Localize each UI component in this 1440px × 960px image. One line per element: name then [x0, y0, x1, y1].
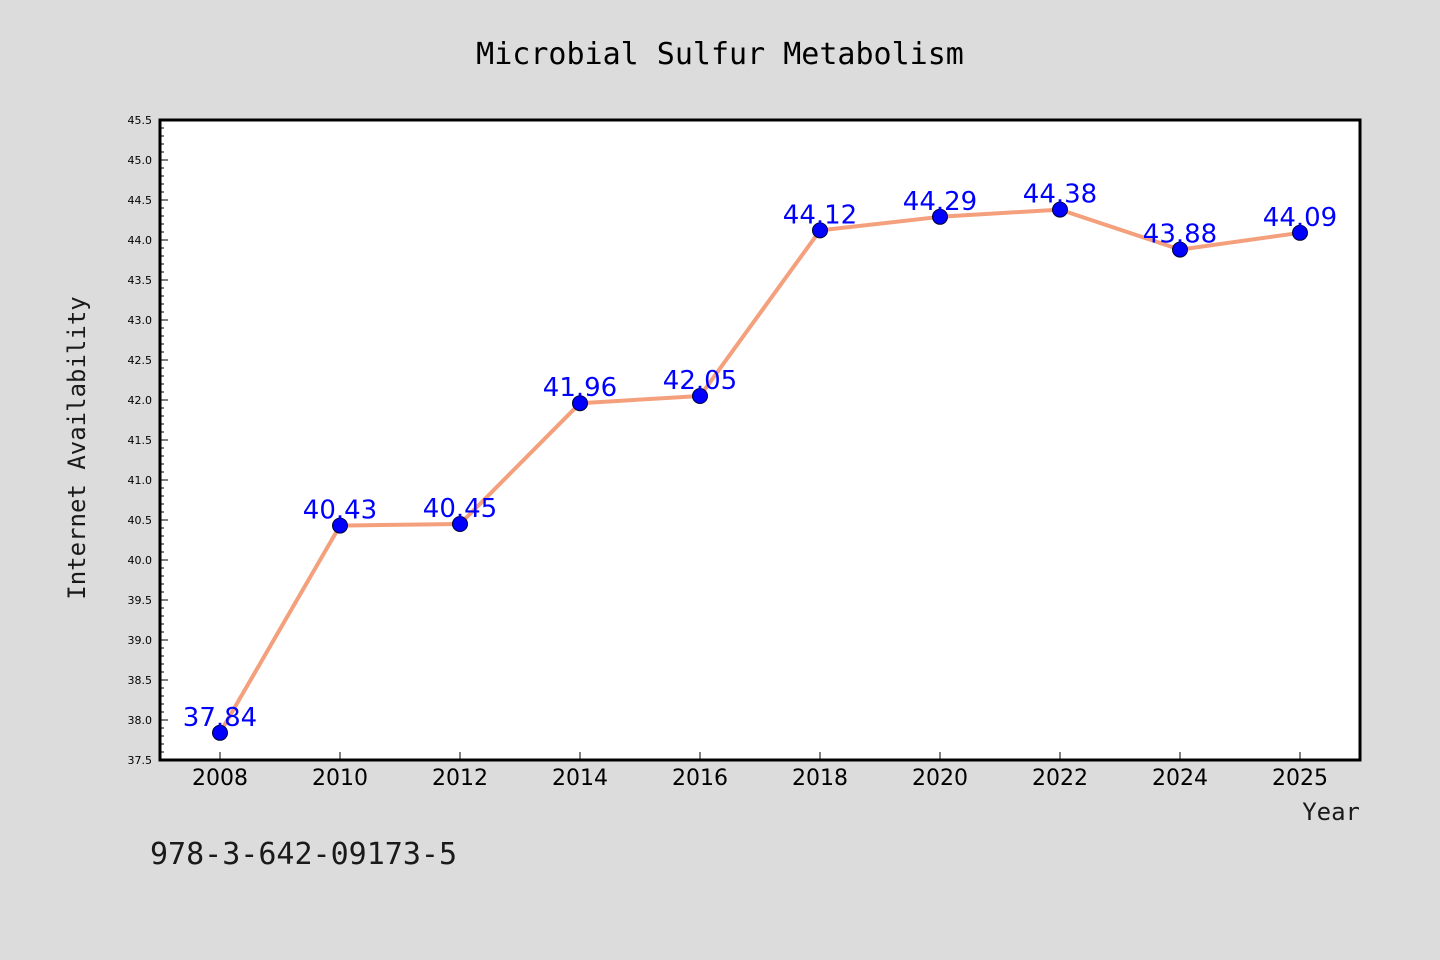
- x-tick-label: 2020: [912, 766, 968, 791]
- data-labels: 37.84 40.43 40.45 41.96 42.05 44.12 44.29 44.38…: [183, 180, 1337, 733]
- y-axis-title: Internet Availability: [63, 296, 91, 599]
- y-tick-label: 42.0: [128, 394, 153, 407]
- y-tick-label: 40.0: [128, 554, 153, 567]
- data-label: 37.84: [183, 703, 257, 733]
- data-point-marker: [1052, 201, 1068, 218]
- x-tick-label: 2018: [792, 766, 848, 791]
- data-label: 44.29: [903, 187, 977, 217]
- y-axis-ticks: 37.5 38.0 38.5 39.0 39.5 40.0 40.5 41.0 41.5 42.0…: [128, 114, 168, 767]
- y-tick-label: 42.5: [128, 354, 153, 367]
- data-label: 40.43: [303, 496, 377, 526]
- data-point-marker: [692, 388, 708, 404]
- x-axis-title: Year: [1302, 798, 1360, 826]
- y-tick-label: 38.5: [128, 674, 153, 687]
- y-tick-label: 43.0: [128, 314, 153, 327]
- data-label: 41.96: [543, 373, 617, 403]
- data-label: 42.05: [663, 366, 737, 396]
- y-tick-label: 37.5: [128, 754, 153, 767]
- x-tick-label: 2025: [1272, 766, 1328, 791]
- x-tick-label: 2022: [1032, 766, 1088, 791]
- data-point-marker: [1292, 224, 1308, 241]
- plot-area: [160, 120, 1360, 760]
- y-tick-label: 38.0: [128, 714, 153, 727]
- x-tick-label: 2010: [312, 766, 368, 791]
- isbn-annotation: 978-3-642-09173-5: [150, 837, 457, 872]
- x-axis-ticks: 2008 2010 2012 2014 2016 2018 2020 2022 2024 2025: [192, 752, 1328, 791]
- y-tick-label: 40.5: [128, 514, 153, 527]
- x-tick-label: 2008: [192, 766, 248, 791]
- data-point-marker: [452, 516, 468, 532]
- data-label: 44.09: [1263, 203, 1337, 233]
- data-label: 44.12: [783, 200, 857, 230]
- y-tick-label: 44.5: [128, 194, 153, 207]
- chart-title: Microbial Sulfur Metabolism: [476, 37, 964, 72]
- x-tick-label: 2014: [552, 766, 608, 791]
- data-label: 40.45: [423, 494, 497, 524]
- data-point-marker: [812, 222, 828, 239]
- y-tick-label: 44.0: [128, 234, 153, 247]
- data-label: 44.38: [1023, 180, 1097, 210]
- y-tick-label: 41.0: [128, 474, 153, 487]
- data-point-marker: [572, 395, 588, 412]
- y-tick-label: 39.5: [128, 594, 153, 607]
- y-tick-label: 39.0: [128, 634, 153, 647]
- y-tick-label: 43.5: [128, 274, 153, 287]
- series-line: [218, 207, 1302, 735]
- data-point-marker: [1172, 241, 1188, 258]
- data-point-marker: [332, 517, 348, 534]
- plot-frame: [158, 118, 1362, 762]
- x-tick-label: 2024: [1152, 766, 1208, 791]
- data-label: 43.88: [1143, 220, 1217, 250]
- y-tick-label: 45.5: [128, 114, 153, 127]
- y-tick-label: 45.0: [128, 154, 153, 167]
- y-tick-label: 41.5: [128, 434, 153, 447]
- x-tick-label: 2012: [432, 766, 488, 791]
- x-tick-label: 2016: [672, 766, 728, 791]
- data-point-marker: [212, 724, 228, 741]
- data-point-marker: [932, 208, 948, 225]
- data-points: [212, 201, 1308, 741]
